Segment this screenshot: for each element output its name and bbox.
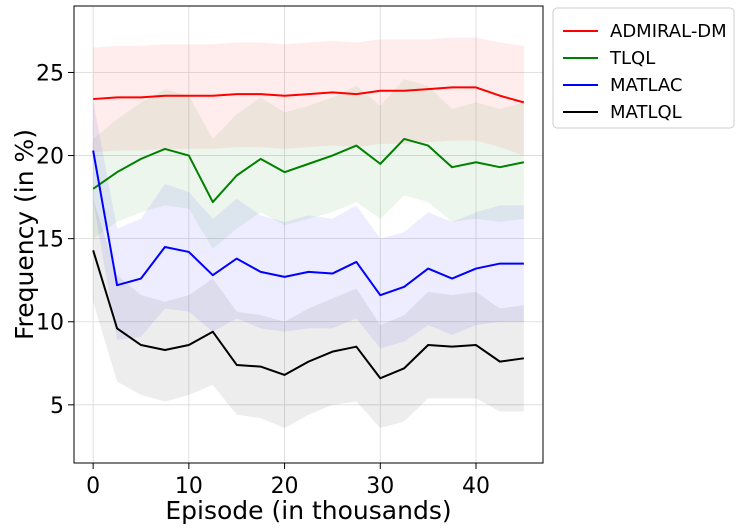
x-axis-ticks: 0 10 20 30 40 — [86, 463, 490, 499]
legend-label: TLQL — [609, 48, 655, 69]
y-axis-ticks: 5 10 15 20 25 — [36, 61, 74, 419]
x-tick-label: 40 — [462, 474, 490, 499]
confidence-band-3 — [93, 198, 524, 429]
x-tick-label: 20 — [271, 474, 299, 499]
legend-label: ADMIRAL-DM — [610, 21, 727, 42]
confidence-band-2 — [93, 100, 524, 349]
y-axis-label: Frequency (in %) — [10, 129, 39, 340]
y-tick-label: 20 — [36, 145, 64, 170]
legend-box — [552, 7, 735, 129]
x-tick-label: 10 — [175, 474, 203, 499]
series-lines — [92, 86, 525, 380]
series-line-0 — [93, 86, 525, 104]
series-line-1 — [92, 137, 525, 204]
legend-label: MATLAC — [610, 75, 682, 96]
series-line-3 — [92, 249, 524, 380]
y-tick-label: 25 — [36, 61, 64, 86]
series-line-2 — [92, 150, 524, 297]
x-axis-label: Episode (in thousands) — [165, 496, 451, 525]
y-tick-label: 10 — [36, 311, 64, 336]
grid-lines — [74, 6, 543, 463]
x-tick-label: 30 — [366, 474, 394, 499]
legend-label: MATLQL — [610, 102, 682, 123]
y-tick-label: 5 — [50, 394, 64, 419]
plot-area-frame — [73, 5, 544, 464]
confidence-band-0 — [93, 37, 524, 156]
x-tick-label: 0 — [86, 474, 100, 499]
y-tick-label: 15 — [36, 228, 64, 253]
legend: ADMIRAL-DM TLQL MATLAC MATLQL — [552, 7, 735, 129]
